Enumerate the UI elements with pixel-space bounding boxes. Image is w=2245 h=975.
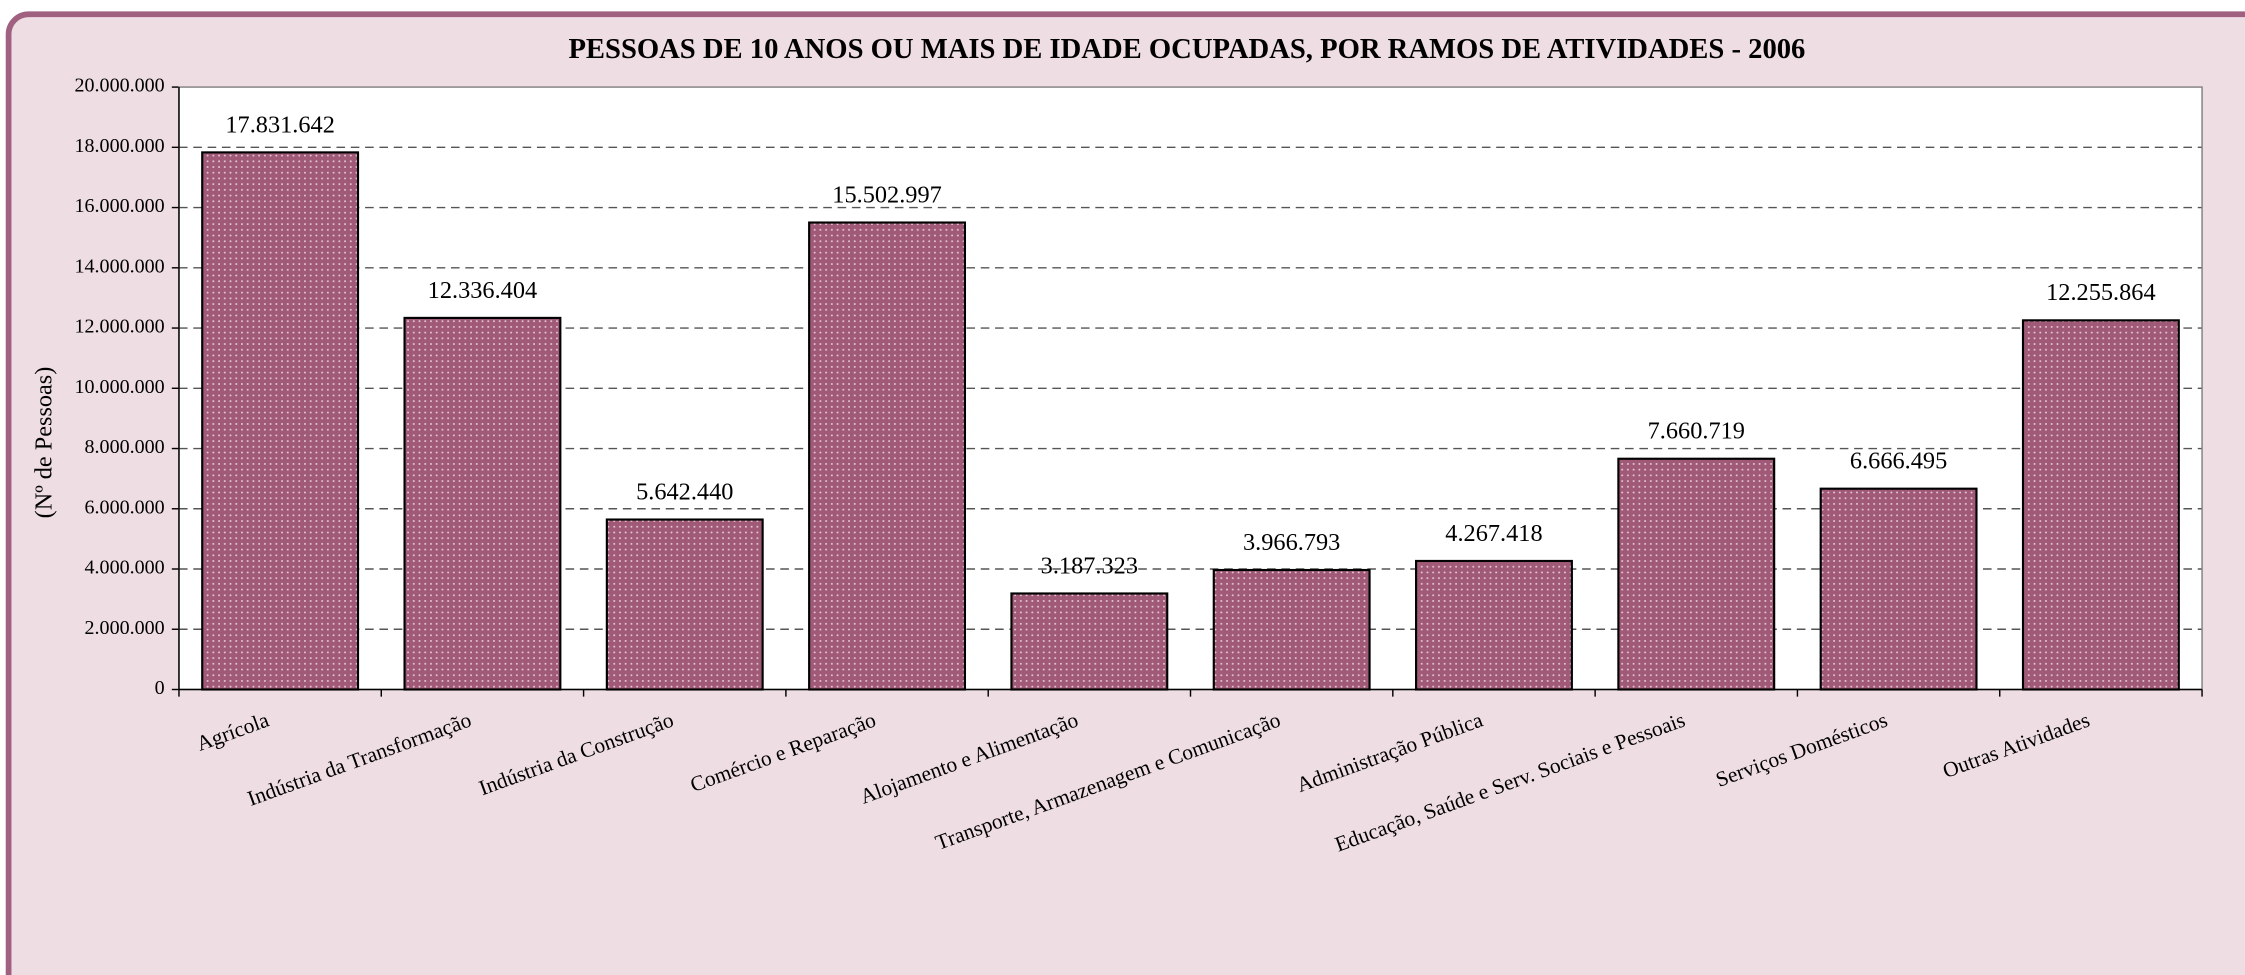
chart-title: PESSOAS DE 10 ANOS OU MAIS DE IDADE OCUP… bbox=[568, 34, 1805, 65]
value-label: 15.502.997 bbox=[832, 181, 942, 208]
y-tick-label: 14.000.000 bbox=[75, 255, 165, 277]
bar bbox=[808, 221, 967, 691]
bar bbox=[1010, 592, 1169, 691]
value-label: 5.642.440 bbox=[636, 478, 733, 505]
bar bbox=[2021, 319, 2180, 691]
y-tick-label: 8.000.000 bbox=[85, 436, 165, 458]
bar bbox=[1617, 457, 1776, 691]
y-tick-label: 0 bbox=[155, 677, 165, 699]
y-tick-label: 18.000.000 bbox=[75, 135, 165, 157]
y-tick-label: 20.000.000 bbox=[75, 75, 165, 97]
bar bbox=[403, 316, 562, 691]
value-label: 6.666.495 bbox=[1850, 448, 1947, 475]
y-axis-label: (Nº de Pessoas) bbox=[30, 367, 57, 519]
bar bbox=[201, 151, 360, 691]
y-tick-label: 2.000.000 bbox=[85, 617, 165, 639]
value-label: 12.336.404 bbox=[428, 277, 538, 304]
bar bbox=[1819, 487, 1978, 691]
value-label: 7.660.719 bbox=[1648, 418, 1745, 445]
y-tick-label: 12.000.000 bbox=[75, 316, 165, 338]
y-tick-label: 10.000.000 bbox=[75, 376, 165, 398]
value-label: 3.966.793 bbox=[1243, 529, 1340, 556]
y-tick-label: 16.000.000 bbox=[75, 195, 165, 217]
y-tick-label: 4.000.000 bbox=[85, 557, 165, 579]
value-label: 4.267.418 bbox=[1445, 520, 1542, 547]
value-label: 17.831.642 bbox=[225, 111, 335, 138]
value-label: 12.255.864 bbox=[2046, 279, 2156, 306]
bar bbox=[605, 518, 764, 691]
value-label: 3.187.323 bbox=[1041, 552, 1138, 579]
bar bbox=[1212, 568, 1371, 691]
y-tick-label: 6.000.000 bbox=[85, 496, 165, 518]
bar bbox=[1415, 559, 1573, 691]
